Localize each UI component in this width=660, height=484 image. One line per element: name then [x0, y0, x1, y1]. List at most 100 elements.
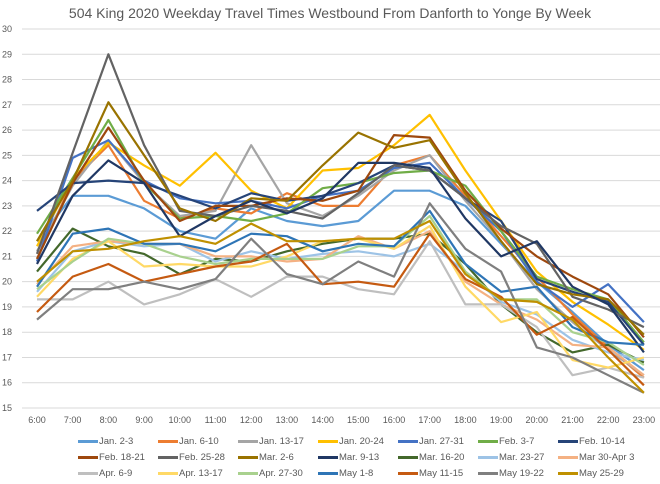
y-axis-ticks: 15 16 17 18 19 20 21 22 23 24 25 26 27 28 29 30: [2, 24, 12, 413]
legend-item: Feb. 10-14: [558, 436, 638, 447]
series-line-mar-2-6: [36, 101, 645, 336]
legend-swatch: [318, 471, 338, 475]
series-line-may-1-8: [36, 209, 644, 346]
legend-swatch: [558, 455, 578, 459]
legend-label: Mar 30-Apr 3: [579, 451, 635, 463]
legend-item: May 19-22: [478, 468, 558, 479]
legend-label: Mar. 2-6: [259, 451, 294, 463]
legend-item: Mar. 16-20: [398, 452, 478, 463]
x-tick-label: 17:00: [418, 415, 441, 425]
legend-label: May 25-29: [579, 467, 624, 479]
legend-label: Jan. 20-24: [339, 435, 384, 447]
legend-row: Feb. 18-21 Feb. 25-28 Mar. 2-6 Mar. 9-13 Mar…: [78, 449, 658, 465]
legend-label: Mar. 16-20: [419, 451, 465, 463]
legend-swatch: [78, 471, 98, 475]
legend-swatch: [78, 455, 98, 459]
x-tick-label: 7:00: [64, 415, 82, 425]
legend-label: Jan. 13-17: [259, 435, 304, 447]
series-line-jan-20-24: [36, 113, 645, 351]
series-line-may-11-15: [36, 232, 645, 387]
legend-label: Apr. 6-9: [99, 467, 133, 479]
gridlines: [22, 28, 660, 409]
legend-label: Mar. 9-13: [339, 451, 380, 463]
y-tick-label: 17: [2, 352, 12, 362]
y-tick-label: 20: [2, 277, 12, 287]
y-tick-label: 25: [2, 150, 12, 160]
x-tick-label: 19:00: [490, 415, 513, 425]
legend: Jan. 2-3 Jan. 6-10 Jan. 13-17 Jan. 20-24 Jan…: [78, 433, 658, 481]
x-axis-ticks: 6:00 7:00 8:00 9:00 10:00 11:00 12:00 13:00 14:0…: [28, 415, 655, 425]
chart-title: 504 King 2020 Weekday Travel Times Westb…: [68, 5, 592, 21]
y-tick-label: 22: [2, 226, 12, 236]
legend-item: Apr. 27-30: [238, 468, 318, 479]
legend-item: Feb. 18-21: [78, 452, 158, 463]
legend-swatch: [158, 471, 178, 475]
x-tick-label: 18:00: [454, 415, 477, 425]
legend-label: Feb. 18-21: [99, 451, 145, 463]
series-line-jan-2-3: [36, 189, 645, 371]
x-tick-label: 15:00: [347, 415, 370, 425]
legend-row: Jan. 2-3 Jan. 6-10 Jan. 13-17 Jan. 20-24 Jan…: [78, 433, 658, 449]
y-tick-label: 16: [2, 378, 12, 388]
y-tick-label: 29: [2, 49, 12, 59]
y-tick-label: 18: [2, 327, 12, 337]
legend-item: Mar. 9-13: [318, 452, 398, 463]
x-tick-label: 14:00: [311, 415, 334, 425]
legend-label: May 1-8: [339, 467, 374, 479]
x-tick-label: 12:00: [240, 415, 263, 425]
legend-label: Jan. 2-3: [99, 435, 134, 447]
legend-item: Mar 30-Apr 3: [558, 452, 638, 463]
y-tick-label: 24: [2, 176, 12, 186]
legend-swatch: [158, 439, 178, 443]
legend-item: Jan. 2-3: [78, 436, 158, 447]
legend-item: Mar. 23-27: [478, 452, 558, 463]
legend-swatch: [478, 439, 498, 443]
legend-label: Feb. 3-7: [499, 435, 535, 447]
legend-item: May 1-8: [318, 468, 398, 479]
legend-label: Jan. 27-31: [419, 435, 464, 447]
line-chart: 15 16 17 18 19 20 21 22 23 24 25 26 27 28 29 30 6:00 7:0…: [2, 24, 660, 425]
x-tick-label: 16:00: [383, 415, 406, 425]
legend-swatch: [478, 471, 498, 475]
legend-swatch: [558, 471, 578, 475]
x-tick-label: 21:00: [561, 415, 584, 425]
legend-item: Mar. 2-6: [238, 452, 318, 463]
legend-label: Mar. 23-27: [499, 451, 545, 463]
x-tick-label: 13:00: [276, 415, 299, 425]
x-tick-label: 8:00: [100, 415, 118, 425]
y-tick-label: 15: [2, 403, 12, 413]
legend-item: May 11-15: [398, 468, 478, 479]
legend-item: Feb. 3-7: [478, 436, 558, 447]
legend-item: Apr. 13-17: [158, 468, 238, 479]
y-tick-label: 21: [2, 251, 12, 261]
legend-item: Apr. 6-9: [78, 468, 158, 479]
series-line-apr-27-30: [36, 214, 645, 366]
series-line-feb-25-28: [35, 53, 645, 329]
x-tick-label: 23:00: [633, 415, 656, 425]
x-tick-label: 11:00: [205, 415, 227, 425]
legend-swatch: [318, 439, 338, 443]
series-lines: [35, 53, 645, 394]
series-line-may-19-22: [36, 202, 645, 394]
x-tick-label: 6:00: [28, 415, 46, 425]
y-tick-label: 19: [2, 302, 12, 312]
y-tick-label: 28: [2, 75, 12, 85]
legend-swatch: [398, 455, 418, 459]
legend-label: May 11-15: [419, 467, 464, 479]
series-line-mar-9-13: [36, 159, 645, 354]
legend-item: Feb. 25-28: [158, 452, 238, 463]
legend-label: Feb. 25-28: [179, 451, 225, 463]
legend-label: Apr. 13-17: [179, 467, 223, 479]
legend-swatch: [238, 439, 258, 443]
y-tick-label: 30: [2, 24, 12, 34]
y-tick-label: 23: [2, 201, 12, 211]
legend-item: Jan. 27-31: [398, 436, 478, 447]
legend-swatch: [318, 455, 338, 459]
legend-item: Jan. 13-17: [238, 436, 318, 447]
x-tick-label: 20:00: [526, 415, 549, 425]
x-tick-label: 9:00: [135, 415, 153, 425]
legend-swatch: [238, 455, 258, 459]
legend-row: Apr. 6-9 Apr. 13-17 Apr. 27-30 May 1-8 May 1…: [78, 465, 658, 481]
series-line-may-25-29: [36, 219, 645, 394]
series-line-feb-10-14: [36, 164, 645, 346]
